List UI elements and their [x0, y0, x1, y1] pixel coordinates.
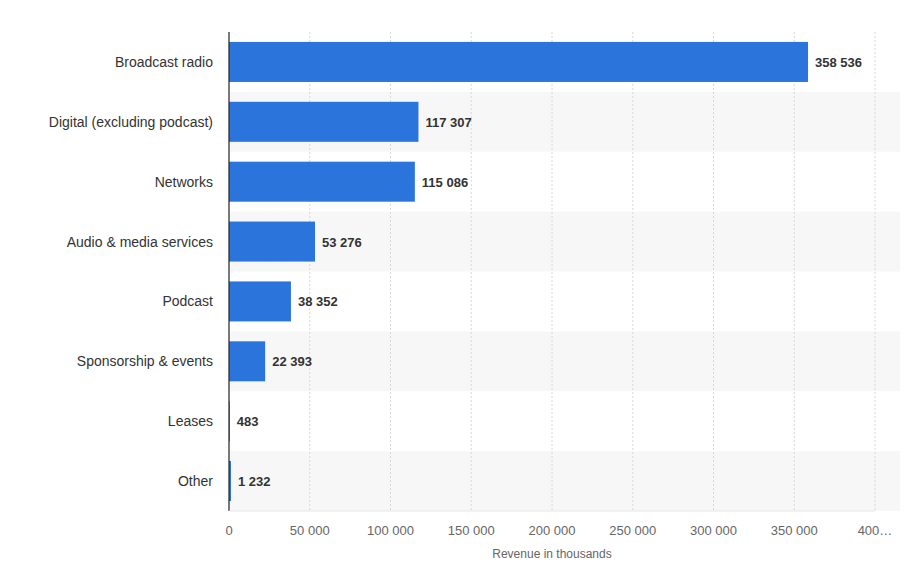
- grid-line: [875, 32, 876, 511]
- grid-line: [471, 32, 472, 511]
- bar: [229, 42, 808, 82]
- grid-line: [632, 32, 633, 511]
- x-axis-line: [229, 511, 875, 512]
- y-axis-line: [228, 32, 229, 511]
- data-label: 117 307: [425, 115, 471, 130]
- x-tick-label: 300 000: [690, 523, 737, 538]
- category-label: Sponsorship & events: [77, 353, 213, 369]
- category-label: Audio & media services: [67, 234, 213, 250]
- grid-line: [552, 32, 553, 511]
- x-tick-label: 200 000: [529, 523, 576, 538]
- x-axis-title: Revenue in thousands: [492, 547, 611, 561]
- data-label: 22 393: [272, 354, 312, 369]
- row-band: [229, 331, 900, 391]
- grid-line: [794, 32, 795, 511]
- bar: [229, 341, 265, 381]
- labels: Broadcast radio 358 536 Digital (excluding…: [49, 54, 862, 489]
- x-tick-label: 50 000: [290, 523, 330, 538]
- category-label: Digital (excluding podcast): [49, 114, 213, 130]
- x-tick-label: 400…: [858, 523, 893, 538]
- data-label: 53 276: [322, 235, 362, 250]
- row-band: [229, 212, 900, 272]
- category-label: Leases: [168, 413, 213, 429]
- bars: [229, 42, 808, 501]
- x-tick-label: 250 000: [609, 523, 656, 538]
- x-tick-label: 350 000: [771, 523, 818, 538]
- category-label: Other: [178, 473, 213, 489]
- bar: [229, 162, 415, 202]
- bar: [229, 281, 291, 321]
- bar: [229, 102, 418, 142]
- category-label: Broadcast radio: [115, 54, 213, 70]
- data-label: 483: [237, 414, 259, 429]
- row-band: [229, 92, 900, 152]
- x-tick-labels: 0 50 000 100 000 150 000 200 000 250 000 300 0…: [225, 523, 892, 538]
- data-label: 115 086: [422, 175, 468, 190]
- data-label: 358 536: [815, 55, 862, 70]
- chart-container: 0 50 000 100 000 150 000 200 000 250 000 300 0…: [0, 0, 916, 585]
- data-label: 1 232: [238, 474, 271, 489]
- category-label: Networks: [155, 174, 213, 190]
- data-label: 38 352: [298, 294, 338, 309]
- x-tick-label: 150 000: [448, 523, 495, 538]
- row-band: [229, 451, 900, 511]
- row-bands: [229, 92, 900, 511]
- chart-svg: 0 50 000 100 000 150 000 200 000 250 000 300 0…: [0, 0, 916, 585]
- bar: [229, 222, 315, 262]
- category-label: Podcast: [162, 293, 213, 309]
- grid-line: [713, 32, 714, 511]
- x-tick-label: 100 000: [367, 523, 414, 538]
- x-tick-label: 0: [225, 523, 232, 538]
